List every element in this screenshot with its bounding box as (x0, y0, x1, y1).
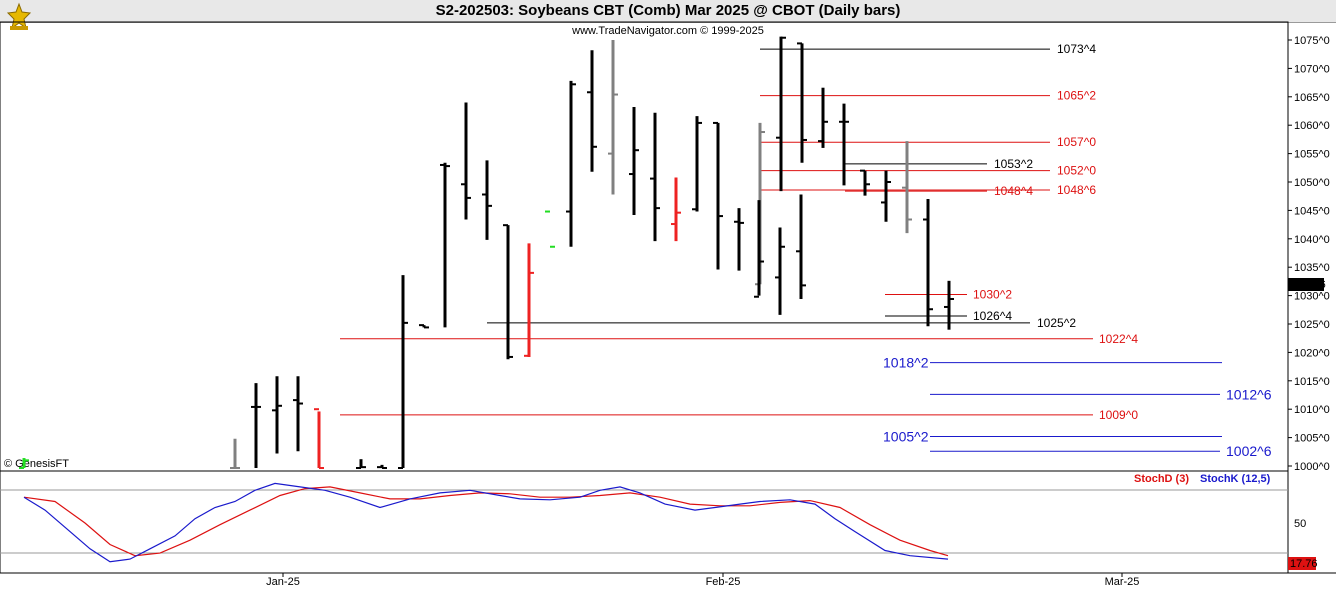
copyright-text: www.TradeNavigator.com © 1999-2025 (571, 25, 764, 37)
stoch-last-tag (1288, 557, 1316, 570)
y-tick-label: 1010^0 (1294, 404, 1330, 416)
stochd-legend: StochD (3) (1134, 473, 1189, 485)
y-tick-label: 1000^0 (1294, 461, 1330, 473)
level-label: 1005^2 (883, 428, 929, 444)
y-tick-label: 1055^0 (1294, 149, 1330, 161)
y-tick-label: 1030^0 (1294, 291, 1330, 303)
stoch-tick-50: 50 (1294, 518, 1306, 530)
y-tick-label: 1025^0 (1294, 319, 1330, 331)
genesis-credit: © GenesisFT (4, 458, 69, 470)
time-axis: Jan-25 Feb-25 Mar-25 (266, 573, 1139, 588)
level-label: 1025^2 (1037, 316, 1076, 330)
last-price-tag: 1031^6 (1288, 278, 1326, 291)
level-label: 1053^2 (994, 157, 1033, 171)
y-tick-label: 1050^0 (1294, 177, 1330, 189)
y-tick-label: 1060^0 (1294, 120, 1330, 132)
level-label: 1052^0 (1057, 164, 1096, 178)
chart-title: S2-202503: Soybeans CBT (Comb) Mar 2025 … (435, 2, 901, 19)
level-label: 1002^6 (1226, 443, 1272, 459)
stochd-line (23, 486, 949, 557)
y-tick-label: 1040^0 (1294, 234, 1330, 246)
y-tick-label: 1045^0 (1294, 205, 1330, 217)
ohlc-bars (19, 36, 954, 469)
y-tick-label: 1070^0 (1294, 63, 1330, 75)
x-tick-label: Feb-25 (706, 576, 741, 588)
stoch-last-value: 17.76 (1290, 558, 1318, 570)
level-label: 1012^6 (1226, 386, 1272, 402)
price-levels: 1073^4 1065^2 1057^0 1053^2 1052^0 1048^6 1048… (340, 42, 1272, 459)
y-tick-label: 1075^0 (1294, 35, 1330, 47)
price-axis: 1075^0 1070^0 1065^0 1060^0 1055^0 1050^0 1045… (1288, 35, 1330, 473)
x-tick-label: Mar-25 (1105, 576, 1140, 588)
level-label: 1048^6 (1057, 183, 1096, 197)
level-label: 1018^2 (883, 355, 929, 371)
level-label: 1030^2 (973, 287, 1012, 301)
stoch-panel-frame (0, 470, 1289, 574)
last-price-label: 1031^6 (1290, 279, 1326, 291)
level-label: 1022^4 (1099, 332, 1138, 346)
level-label: 1057^0 (1057, 135, 1096, 149)
y-tick-label: 1035^0 (1294, 262, 1330, 274)
y-tick-label: 1020^0 (1294, 347, 1330, 359)
level-label: 1026^4 (973, 309, 1012, 323)
level-label: 1073^4 (1057, 42, 1096, 56)
level-label: 1048^4 (994, 184, 1033, 198)
level-label: 1065^2 (1057, 89, 1096, 103)
stochk-legend: StochK (12,5) (1200, 473, 1271, 485)
level-label: 1009^0 (1099, 408, 1138, 422)
y-tick-label: 1065^0 (1294, 92, 1330, 104)
y-tick-label: 1005^0 (1294, 433, 1330, 445)
x-tick-label: Jan-25 (266, 576, 300, 588)
stochk-line (23, 482, 949, 563)
y-tick-label: 1015^0 (1294, 376, 1330, 388)
